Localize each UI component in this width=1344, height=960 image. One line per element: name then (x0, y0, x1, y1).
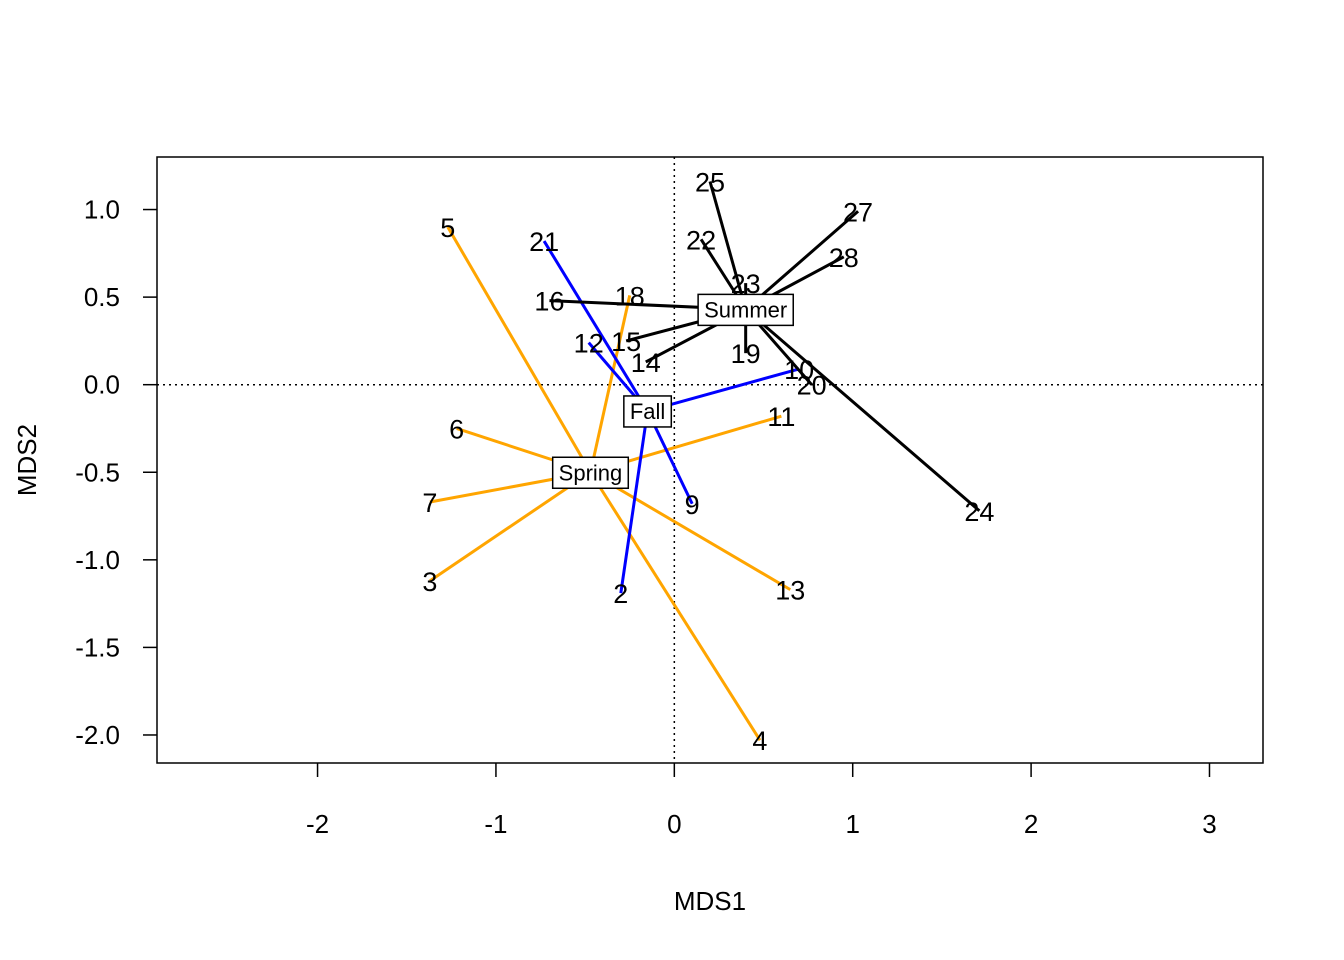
centroid-label: Summer (704, 297, 787, 322)
centroid-label: Fall (630, 399, 665, 424)
point-label-12: 12 (574, 329, 604, 359)
spider-segment-10 (647, 367, 800, 413)
spider-segment-2 (619, 410, 650, 594)
spider-segment-25 (708, 181, 748, 310)
centroid-spring: Spring (551, 456, 630, 490)
y-tick-label: -2.0 (75, 720, 120, 750)
point-label-24: 24 (964, 497, 994, 527)
y-axis-title: MDS2 (12, 424, 42, 496)
point-label-5: 5 (440, 213, 455, 243)
spider-segment-24 (744, 308, 981, 512)
point-label-7: 7 (422, 488, 437, 518)
x-axis-title: MDS1 (674, 886, 746, 916)
y-tick-label: -1.0 (75, 545, 120, 575)
point-label-27: 27 (843, 197, 873, 227)
x-tick-label: -1 (484, 809, 507, 839)
centroid-label: Spring (559, 460, 623, 485)
point-label-19: 19 (731, 339, 761, 369)
plot-frame (156, 156, 1264, 764)
point-label-25: 25 (695, 168, 725, 198)
x-tick-label: 1 (845, 809, 859, 839)
centroid-box (697, 293, 794, 327)
x-axis: -2 -1 0 1 2 3 (306, 763, 1217, 839)
x-tick-label: -2 (306, 809, 329, 839)
y-tick-label: -1.5 (75, 632, 120, 662)
point-label-21: 21 (529, 227, 559, 257)
centroid-labels: Spring Fall Summer (551, 293, 794, 490)
spider-segment-13 (589, 470, 792, 591)
centroid-fall: Fall (623, 395, 673, 428)
spider-segment-5 (446, 226, 592, 474)
centroid-summer: Summer (697, 293, 794, 327)
x-tick-label: 3 (1202, 809, 1216, 839)
point-label-14: 14 (631, 348, 661, 378)
x-tick-label: 2 (1024, 809, 1038, 839)
point-label-18: 18 (615, 281, 645, 311)
spider-segments (429, 181, 981, 742)
y-tick-label: -0.5 (75, 457, 120, 487)
spider-segment-21 (542, 240, 649, 412)
point-label-16: 16 (534, 287, 564, 317)
reference-lines (157, 157, 1263, 763)
point-label-3: 3 (422, 567, 437, 597)
point-label-20: 20 (797, 371, 827, 401)
y-tick-label: 0.0 (84, 370, 120, 400)
centroid-box (551, 456, 630, 490)
point-label-2: 2 (613, 579, 628, 609)
y-axis: 1.0 0.5 0.0 -0.5 -1.0 -1.5 -2.0 (75, 195, 157, 750)
spider-segment-4 (589, 471, 762, 742)
spider-segment-27 (744, 210, 860, 311)
point-label-11: 11 (767, 402, 795, 432)
point-label-22: 22 (686, 225, 716, 255)
point-label-4: 4 (752, 726, 767, 756)
point-label-9: 9 (685, 490, 700, 520)
point-label-6: 6 (449, 414, 464, 444)
y-tick-label: 1.0 (84, 195, 120, 225)
x-tick-label: 0 (667, 809, 681, 839)
centroid-box (623, 395, 673, 428)
point-label-28: 28 (829, 243, 859, 273)
spider-segment-3 (429, 471, 592, 583)
point-label-15: 15 (611, 327, 641, 357)
y-tick-label: 0.5 (84, 282, 120, 312)
point-label-10: 10 (784, 355, 814, 385)
spider-segment-18 (589, 295, 632, 473)
point-label-13: 13 (775, 576, 805, 606)
